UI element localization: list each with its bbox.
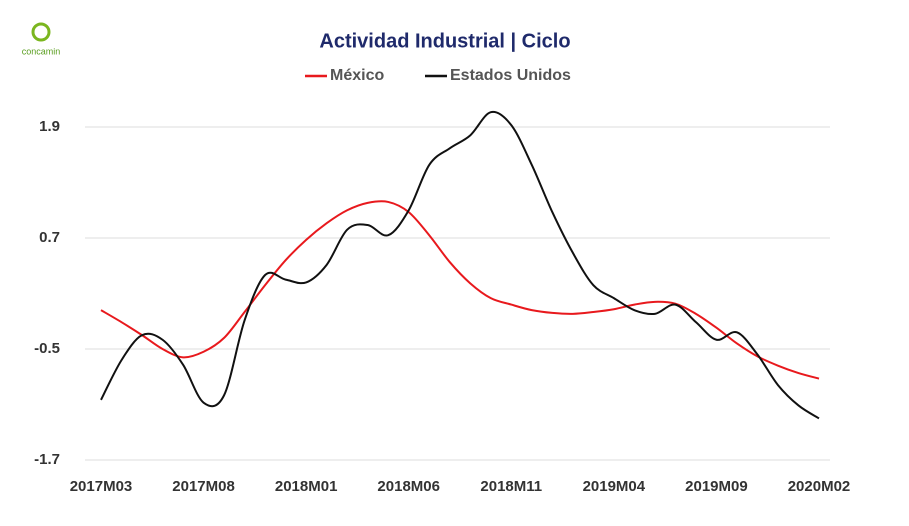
chart-title: Actividad Industrial | Ciclo: [319, 30, 570, 52]
x-tick-label: 2018M11: [480, 478, 542, 495]
y-tick-label: 0.7: [39, 229, 60, 246]
y-tick-label: 1.9: [39, 118, 60, 135]
x-tick-label: 2018M06: [377, 478, 440, 495]
series-line: [100, 200, 820, 380]
y-tick-label: -0.5: [34, 340, 60, 357]
x-tick-label: 2017M03: [70, 478, 133, 495]
legend-label: Estados Unidos: [450, 67, 571, 84]
x-tick-label: 2018M01: [275, 478, 338, 495]
brand: concamin: [22, 46, 61, 56]
legend-label: México: [330, 67, 384, 84]
logo-icon: [31, 22, 51, 42]
series-line: [100, 110, 820, 420]
x-tick-label: 2019M09: [685, 478, 748, 495]
x-tick-label: 2020M02: [788, 478, 851, 495]
x-tick-label: 2017M08: [172, 478, 235, 495]
logo: concamin: [22, 22, 61, 56]
y-tick-label: -1.7: [34, 451, 60, 468]
x-tick-label: 2019M04: [583, 478, 646, 495]
